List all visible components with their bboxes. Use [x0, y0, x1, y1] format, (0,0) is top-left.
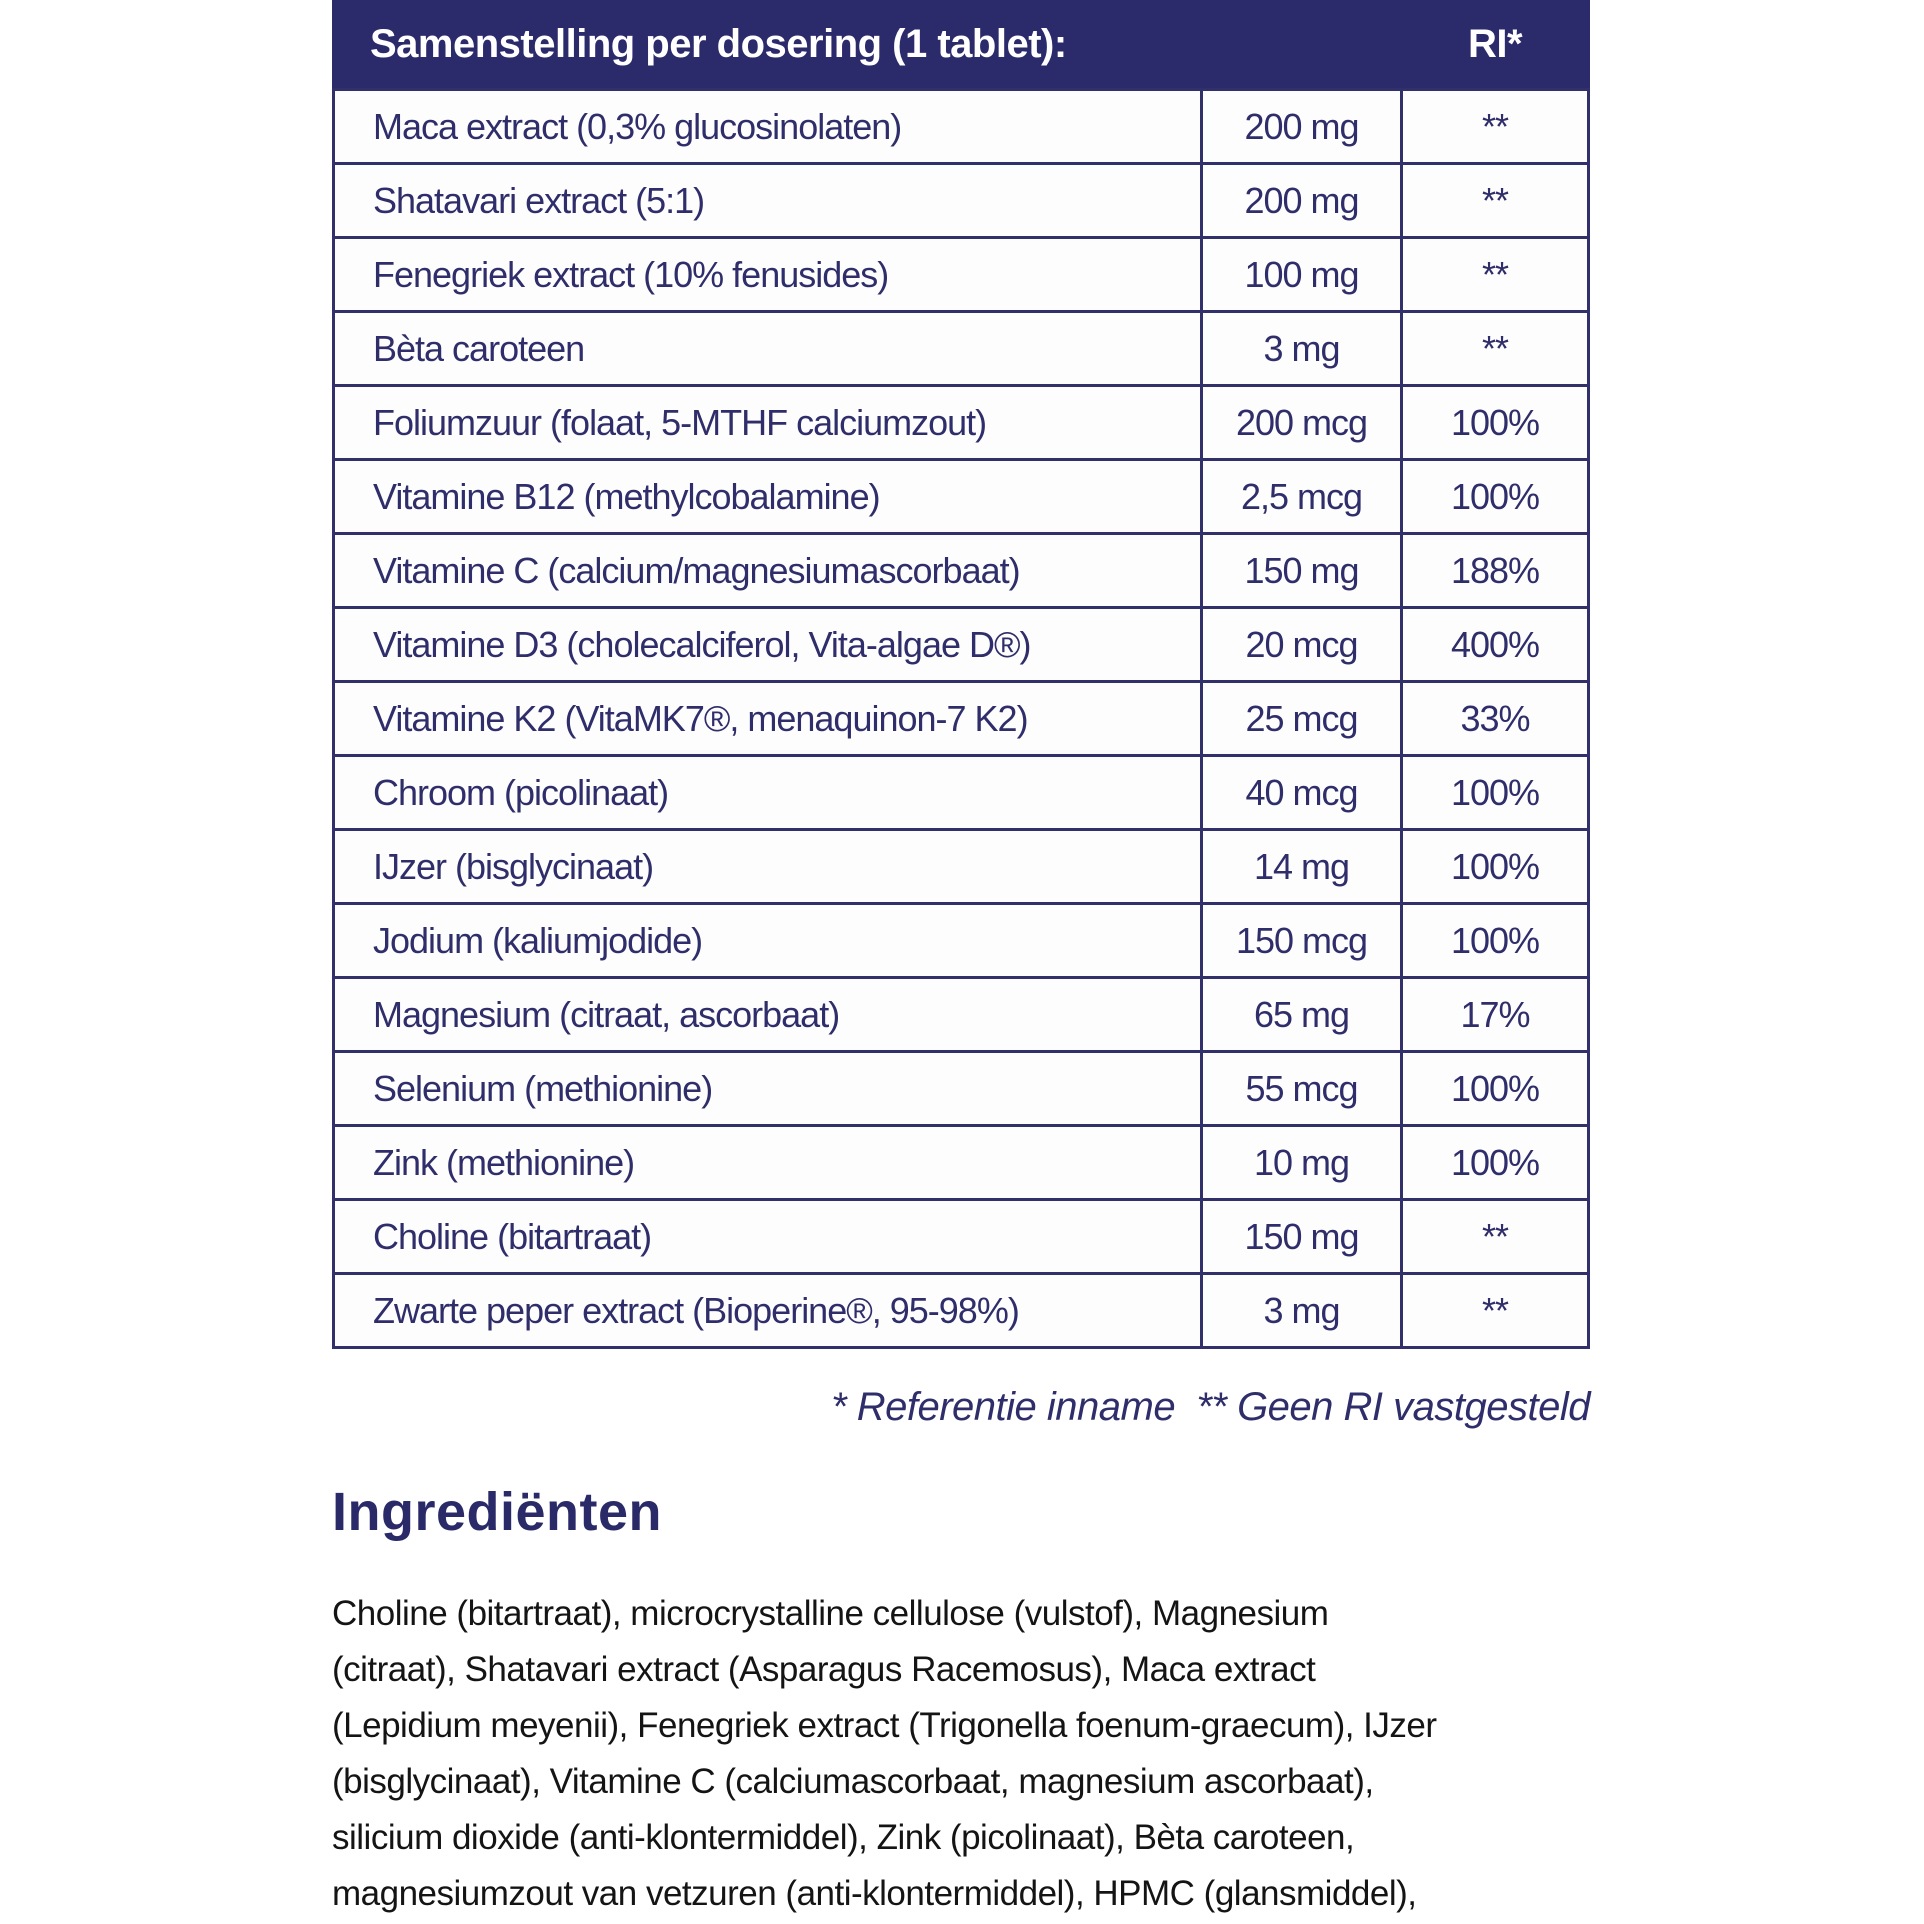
amount-cell: 200 mg	[1200, 91, 1400, 162]
ri-cell: **	[1400, 239, 1587, 310]
table-row: Choline (bitartraat) 150 mg **	[335, 1198, 1587, 1272]
ri-cell: **	[1400, 313, 1587, 384]
amount-cell: 200 mg	[1200, 165, 1400, 236]
table-body: Maca extract (0,3% glucosinolaten) 200 m…	[332, 88, 1590, 1349]
table-row: Vitamine K2 (VitaMK7®, menaquinon-7 K2) …	[335, 680, 1587, 754]
amount-cell: 3 mg	[1200, 313, 1400, 384]
ingredient-name-cell: IJzer (bisglycinaat)	[373, 845, 654, 887]
table-row: Fenegriek extract (10% fenusides) 100 mg…	[335, 236, 1587, 310]
ingredient-name-cell: Jodium (kaliumjodide)	[373, 919, 703, 961]
ri-cell: 188%	[1400, 535, 1587, 606]
table-row: Foliumzuur (folaat, 5-MTHF calciumzout) …	[335, 384, 1587, 458]
ingredient-name-cell: Vitamine D3 (cholecalciferol, Vita-algae…	[373, 623, 1032, 665]
ingredient-name-cell: Shatavari extract (5:1)	[373, 179, 705, 221]
amount-cell: 100 mg	[1200, 239, 1400, 310]
amount-cell: 20 mcg	[1200, 609, 1400, 680]
ri-cell: 100%	[1400, 831, 1587, 902]
ingredient-name-cell: Vitamine B12 (methylcobalamine)	[373, 475, 881, 517]
table-row: Shatavari extract (5:1) 200 mg **	[335, 162, 1587, 236]
ingredient-name-cell: Zwarte peper extract (Bioperine®, 95-98%…	[373, 1289, 1020, 1331]
ingredient-name-cell: Chroom (picolinaat)	[373, 771, 669, 813]
ingredient-name-cell: Maca extract (0,3% glucosinolaten)	[373, 105, 902, 147]
ingredient-name-cell: Selenium (methionine)	[373, 1067, 713, 1109]
ingredient-name-cell: Fenegriek extract (10% fenusides)	[373, 253, 889, 295]
table-title: Samenstelling per dosering (1 tablet):	[370, 21, 1067, 66]
table-row: Jodium (kaliumjodide) 150 mcg 100%	[335, 902, 1587, 976]
footnote: * Referentie inname ** Geen RI vastgeste…	[831, 1385, 1590, 1429]
ri-cell: 100%	[1400, 1053, 1587, 1124]
amount-cell: 3 mg	[1200, 1275, 1400, 1346]
ri-column-header: RI*	[1467, 21, 1523, 66]
ri-cell: 17%	[1400, 979, 1587, 1050]
amount-cell: 65 mg	[1200, 979, 1400, 1050]
amount-cell: 55 mcg	[1200, 1053, 1400, 1124]
table-header: Samenstelling per dosering (1 tablet): R…	[332, 0, 1590, 88]
amount-cell: 150 mg	[1200, 535, 1400, 606]
table-row: Chroom (picolinaat) 40 mcg 100%	[335, 754, 1587, 828]
amount-cell: 150 mg	[1200, 1201, 1400, 1272]
ingredients-text: Choline (bitartraat), microcrystalline c…	[332, 1594, 1437, 1913]
ingredients-heading: Ingrediënten	[332, 1482, 663, 1542]
amount-cell: 2,5 mcg	[1200, 461, 1400, 532]
ri-cell: 400%	[1400, 609, 1587, 680]
table-row: Zwarte peper extract (Bioperine®, 95-98%…	[335, 1272, 1587, 1346]
table-row: IJzer (bisglycinaat) 14 mg 100%	[335, 828, 1587, 902]
ingredient-name-cell: Choline (bitartraat)	[373, 1215, 652, 1257]
table-row: Vitamine B12 (methylcobalamine) 2,5 mcg …	[335, 458, 1587, 532]
table-row: Selenium (methionine) 55 mcg 100%	[335, 1050, 1587, 1124]
ri-cell: **	[1400, 1275, 1587, 1346]
table-row: Maca extract (0,3% glucosinolaten) 200 m…	[335, 91, 1587, 162]
table-row: Bèta caroteen 3 mg **	[335, 310, 1587, 384]
amount-cell: 200 mcg	[1200, 387, 1400, 458]
ri-cell: 33%	[1400, 683, 1587, 754]
ri-cell: **	[1400, 1201, 1587, 1272]
ri-cell: 100%	[1400, 461, 1587, 532]
amount-cell: 10 mg	[1200, 1127, 1400, 1198]
ri-cell: 100%	[1400, 757, 1587, 828]
ri-cell: **	[1400, 91, 1587, 162]
ingredient-name-cell: Magnesium (citraat, ascorbaat)	[373, 993, 840, 1035]
amount-cell: 150 mcg	[1200, 905, 1400, 976]
table-row: Vitamine C (calcium/magnesiumascorbaat) …	[335, 532, 1587, 606]
ri-cell: **	[1400, 165, 1587, 236]
table-row: Magnesium (citraat, ascorbaat) 65 mg 17%	[335, 976, 1587, 1050]
ingredient-name-cell: Zink (methionine)	[373, 1141, 635, 1183]
amount-cell: 25 mcg	[1200, 683, 1400, 754]
amount-cell: 14 mg	[1200, 831, 1400, 902]
ingredient-name-cell: Bèta caroteen	[373, 327, 585, 369]
table-row: Vitamine D3 (cholecalciferol, Vita-algae…	[335, 606, 1587, 680]
ri-cell: 100%	[1400, 1127, 1587, 1198]
ingredient-name-cell: Foliumzuur (folaat, 5-MTHF calciumzout)	[373, 401, 987, 443]
ingredient-name-cell: Vitamine K2 (VitaMK7®, menaquinon-7 K2)	[373, 697, 1029, 739]
ri-cell: 100%	[1400, 387, 1587, 458]
ri-cell: 100%	[1400, 905, 1587, 976]
ingredient-name-cell: Vitamine C (calcium/magnesiumascorbaat)	[373, 549, 1021, 591]
amount-cell: 40 mcg	[1200, 757, 1400, 828]
composition-table: Samenstelling per dosering (1 tablet): R…	[332, 0, 1590, 1349]
table-row: Zink (methionine) 10 mg 100%	[335, 1124, 1587, 1198]
